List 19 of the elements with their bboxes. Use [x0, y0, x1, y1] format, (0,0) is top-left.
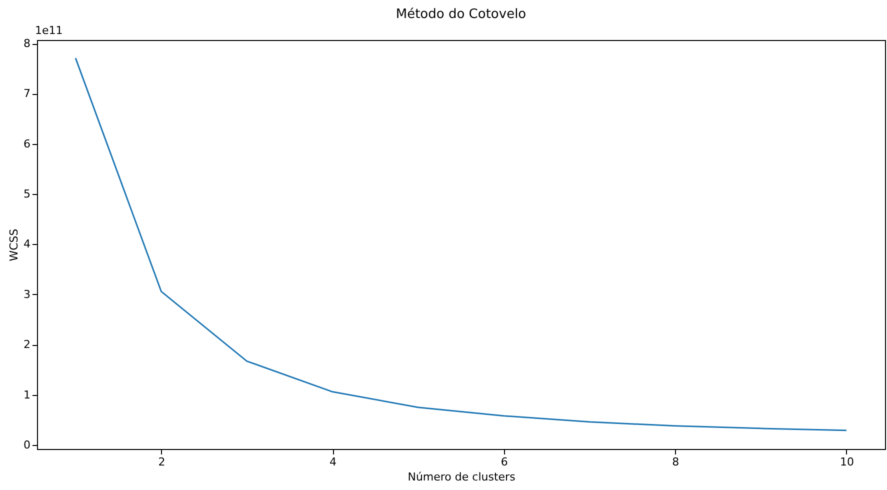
x-tick-label: 8 [672, 456, 680, 468]
y-tick-label: 7 [24, 87, 30, 100]
y-tick-label: 3 [24, 288, 30, 301]
y-axis-title: WCSS [8, 228, 20, 262]
y-tick-label: 5 [24, 188, 30, 201]
y-tick-label: 2 [24, 338, 30, 352]
y-tick-label: 0 [24, 438, 30, 452]
y-tick-label: 1 [24, 388, 30, 402]
x-tick-label: 4 [330, 456, 337, 468]
chart-title: Método do Cotovelo [396, 7, 526, 22]
y-tick-label: 8 [24, 37, 30, 50]
x-axis-title: Número de clusters [408, 470, 516, 484]
line-series [74, 57, 848, 432]
x-tick-label: 10 [840, 456, 854, 468]
x-tick-label: 2 [158, 456, 166, 468]
x-tick-label: 6 [500, 456, 508, 468]
y-tick-label: 4 [24, 238, 30, 251]
text: 1e11 [35, 24, 63, 37]
y-tick-label: 6 [24, 137, 30, 150]
